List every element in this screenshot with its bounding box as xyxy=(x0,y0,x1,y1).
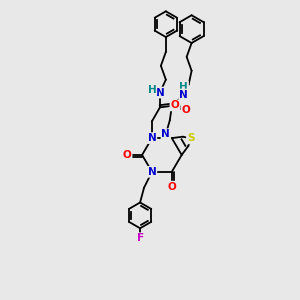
Text: N: N xyxy=(148,167,156,177)
Text: O: O xyxy=(181,105,190,116)
Text: S: S xyxy=(187,134,194,143)
Text: N: N xyxy=(161,129,170,139)
Text: O: O xyxy=(167,182,176,192)
Text: O: O xyxy=(123,150,132,160)
Text: N: N xyxy=(179,89,188,100)
Text: F: F xyxy=(136,233,144,243)
Text: N: N xyxy=(148,133,156,143)
Text: H: H xyxy=(179,82,188,92)
Text: O: O xyxy=(170,100,179,110)
Text: N: N xyxy=(155,88,164,98)
Text: H: H xyxy=(148,85,156,94)
